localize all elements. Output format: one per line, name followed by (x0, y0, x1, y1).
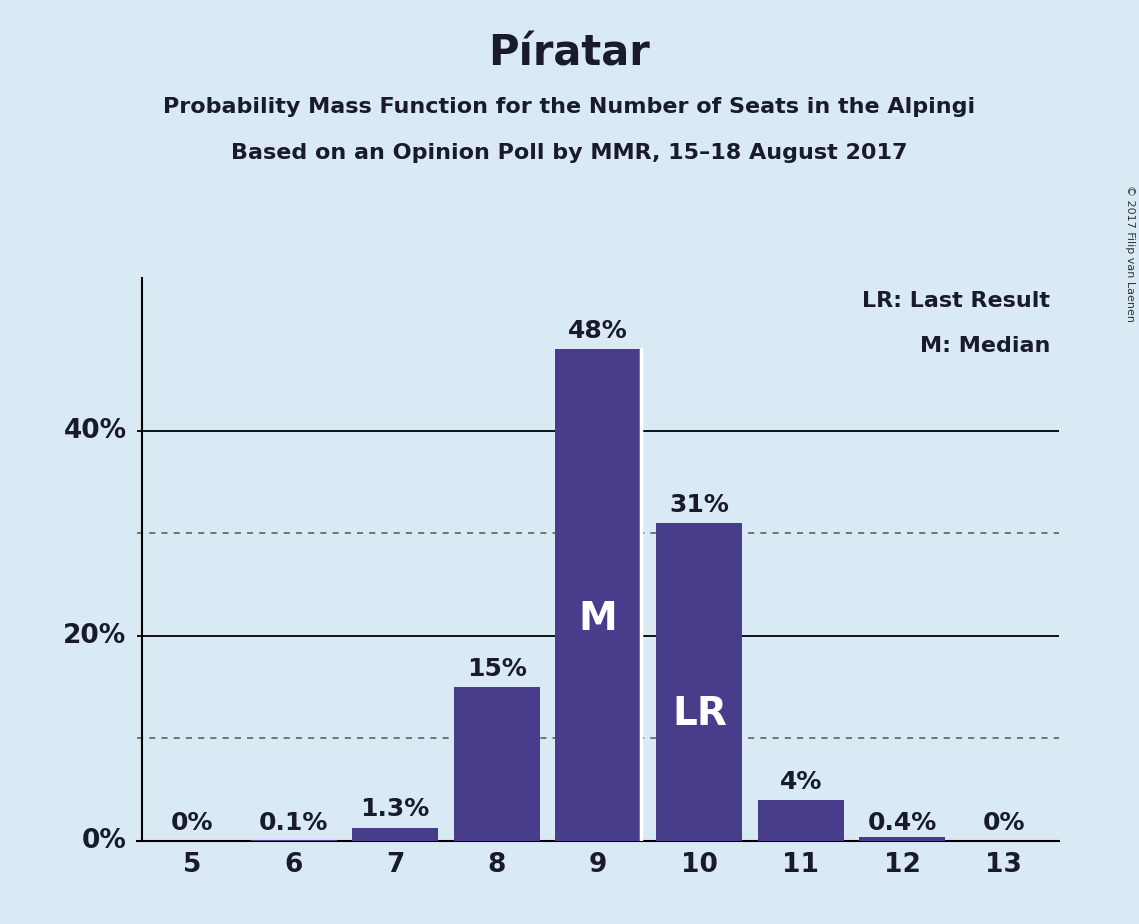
Bar (352, 828, 439, 841)
Text: Probability Mass Function for the Number of Seats in the Alpingi: Probability Mass Function for the Number… (163, 97, 976, 117)
Text: 15%: 15% (467, 657, 526, 681)
Text: LR: Last Result: LR: Last Result (862, 291, 1050, 311)
Text: 4%: 4% (779, 770, 822, 794)
Text: 0.4%: 0.4% (868, 810, 936, 834)
Text: M: M (579, 601, 617, 638)
Text: 0%: 0% (171, 810, 214, 834)
Text: Based on an Opinion Poll by MMR, 15–18 August 2017: Based on an Opinion Poll by MMR, 15–18 A… (231, 143, 908, 164)
Text: 40%: 40% (64, 418, 126, 444)
Text: © 2017 Filip van Laenen: © 2017 Filip van Laenen (1125, 185, 1134, 322)
Text: 1.3%: 1.3% (361, 797, 429, 821)
Bar (656, 523, 743, 841)
Text: 0.1%: 0.1% (260, 810, 328, 834)
Text: 31%: 31% (670, 493, 729, 517)
Text: LR: LR (672, 695, 727, 733)
Bar (453, 687, 540, 841)
Text: 48%: 48% (568, 319, 628, 343)
Text: 0%: 0% (982, 810, 1025, 834)
Bar (757, 800, 844, 841)
Bar (859, 837, 945, 841)
Bar (555, 349, 641, 841)
Bar (251, 840, 337, 841)
Text: Píratar: Píratar (489, 32, 650, 74)
Text: M: Median: M: Median (919, 336, 1050, 357)
Text: 0%: 0% (82, 828, 126, 854)
Text: 20%: 20% (64, 623, 126, 649)
